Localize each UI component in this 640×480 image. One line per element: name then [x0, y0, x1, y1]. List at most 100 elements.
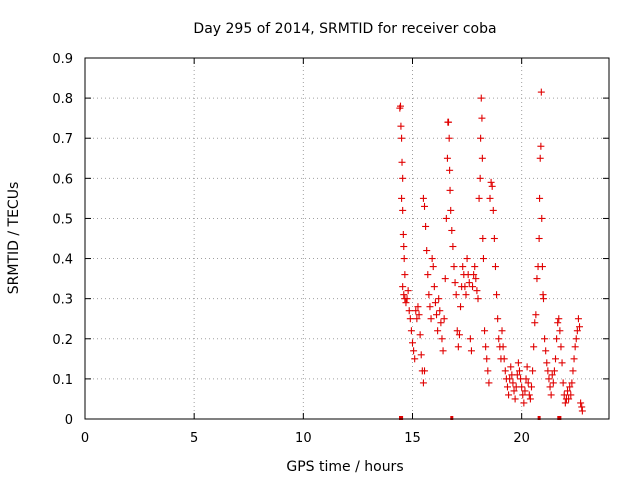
data-point [434, 327, 442, 335]
data-point [446, 166, 454, 174]
data-point [447, 206, 455, 214]
data-point [529, 367, 537, 375]
data-point [414, 303, 422, 311]
data-point [530, 343, 538, 351]
y-tick-label: 0.2 [52, 333, 73, 348]
data-point [558, 359, 566, 367]
data-point [540, 295, 547, 303]
data-point [490, 235, 498, 242]
data-point [479, 235, 487, 242]
data-point [538, 214, 546, 222]
data-point [470, 271, 478, 279]
data-point [406, 315, 414, 323]
data-point [402, 299, 410, 307]
data-point [401, 271, 409, 279]
data-point [400, 243, 408, 251]
x-tick-label: 5 [190, 431, 198, 446]
data-point [403, 295, 411, 303]
data-point [547, 391, 555, 399]
data-point [552, 355, 560, 363]
data-point [412, 307, 420, 315]
data-point [425, 291, 433, 299]
data-point [536, 154, 544, 162]
data-point [455, 331, 463, 339]
data-point [554, 319, 562, 327]
data-point [535, 235, 543, 242]
y-tick-label: 0.6 [52, 172, 73, 187]
data-point [471, 263, 479, 271]
data-point [536, 194, 544, 202]
data-point [419, 379, 427, 387]
data-point [445, 118, 453, 126]
data-point [499, 343, 507, 351]
data-point [462, 291, 470, 299]
data-point [538, 263, 546, 271]
data-point [465, 279, 473, 287]
data-point [487, 178, 495, 186]
data-point [555, 315, 563, 323]
data-point [433, 311, 441, 319]
data-point [506, 375, 514, 383]
data-point [482, 343, 490, 351]
data-point [489, 206, 497, 214]
data-point [438, 335, 446, 343]
data-point [507, 363, 515, 371]
data-point [407, 327, 415, 335]
data-point [524, 379, 532, 387]
data-point [505, 391, 513, 399]
data-point [396, 102, 404, 110]
data-point [463, 255, 471, 263]
data-point [548, 371, 556, 379]
data-point [428, 255, 436, 263]
data-point [400, 291, 408, 299]
y-tick-label: 0.9 [52, 52, 73, 67]
data-point [424, 271, 432, 279]
y-tick-label: 0.4 [52, 253, 73, 268]
data-point [475, 194, 483, 202]
data-point [568, 379, 576, 387]
x-tick-label: 20 [513, 431, 530, 446]
data-point [522, 375, 530, 383]
data-point [488, 182, 496, 190]
data-point [486, 194, 494, 202]
data-point [576, 323, 584, 331]
x-axis-tick-labels: 0 5 10 15 20 [81, 431, 530, 446]
y-axis-tick-labels: 0 0.1 0.2 0.3 0.4 0.5 0.6 0.7 0.8 0.9 [52, 52, 73, 428]
data-point [440, 315, 448, 323]
data-point [399, 283, 407, 291]
data-point [544, 367, 552, 375]
data-point [510, 387, 518, 395]
data-point [413, 315, 421, 323]
data-point [431, 299, 439, 307]
data-point [443, 154, 451, 162]
data-point [421, 367, 429, 375]
data-point [513, 371, 521, 379]
data-point [578, 403, 586, 411]
data-point [527, 383, 535, 391]
data-point [474, 295, 482, 303]
data-point [476, 174, 484, 182]
data-point [550, 367, 558, 375]
data-point [409, 339, 416, 347]
data-point [500, 355, 508, 363]
y-tick-label: 0.5 [52, 212, 73, 227]
data-point [442, 214, 450, 222]
data-point [569, 367, 577, 375]
data-point [426, 303, 434, 311]
data-point [472, 275, 480, 283]
data-point [430, 283, 438, 291]
data-point [542, 347, 550, 355]
data-point [397, 122, 405, 130]
data-point [417, 351, 425, 359]
data-point [399, 206, 407, 214]
data-point [453, 327, 461, 335]
data-point [541, 335, 549, 343]
data-point [523, 363, 531, 371]
data-point [572, 335, 580, 343]
data-point [543, 359, 551, 367]
data-point [429, 263, 437, 271]
data-point [411, 355, 419, 363]
data-point [398, 194, 406, 202]
data-point [557, 343, 565, 351]
data-point [399, 230, 407, 238]
